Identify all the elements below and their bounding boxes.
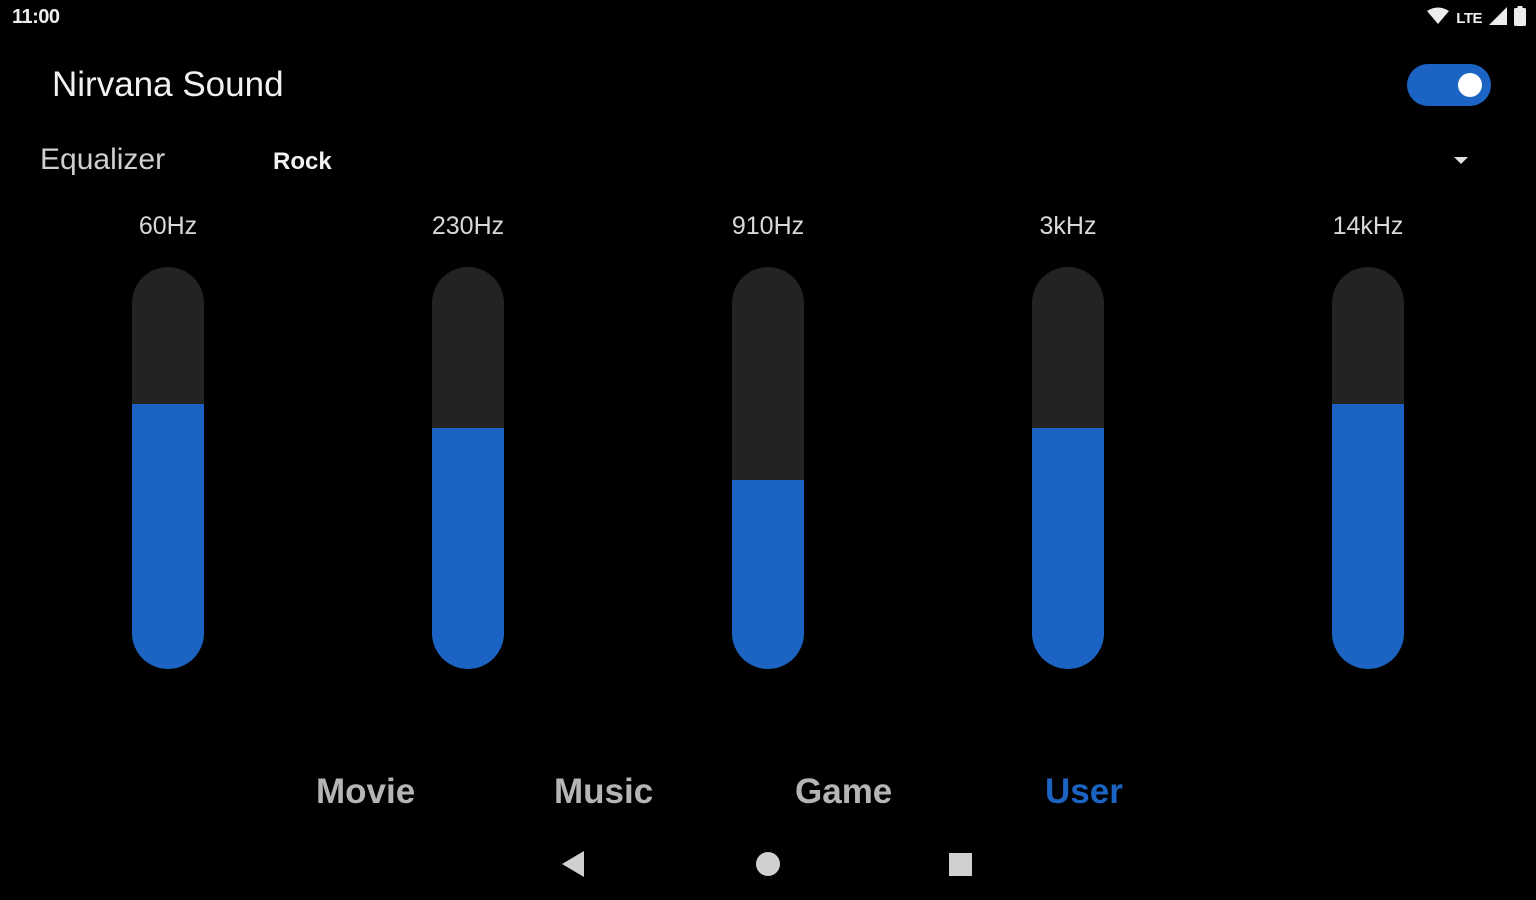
status-bar: 11:00 LTE — [0, 0, 1536, 38]
band-slider[interactable] — [432, 267, 504, 669]
status-icons: LTE — [1427, 5, 1526, 31]
master-switch[interactable] — [1407, 64, 1491, 106]
band-910hz: 910Hz — [688, 210, 848, 680]
band-label: 14kHz — [1332, 212, 1404, 240]
band-level-fill — [1332, 403, 1404, 669]
band-3khz: 3kHz — [988, 210, 1148, 680]
band-60hz: 60Hz — [88, 210, 248, 680]
home-icon[interactable] — [756, 852, 780, 876]
band-slider[interactable] — [132, 267, 204, 669]
band-label: 3kHz — [1039, 212, 1097, 240]
band-level-fill — [732, 480, 804, 669]
status-time: 11:00 — [12, 6, 60, 28]
band-slider[interactable] — [1032, 267, 1104, 669]
navigation-bar — [0, 838, 1536, 900]
tab-game[interactable]: Game — [795, 772, 893, 811]
battery-icon — [1514, 5, 1526, 31]
signal-icon — [1489, 6, 1507, 30]
wifi-icon — [1427, 7, 1450, 30]
band-level-fill — [132, 403, 204, 669]
switch-knob — [1458, 73, 1482, 97]
recents-icon[interactable] — [949, 853, 972, 876]
equalizer-label: Equalizer — [40, 143, 166, 176]
band-230hz: 230Hz — [388, 210, 548, 680]
tab-music[interactable]: Music — [554, 772, 654, 811]
band-label: 910Hz — [731, 212, 805, 240]
back-icon[interactable] — [562, 851, 584, 877]
band-14khz: 14kHz — [1288, 210, 1448, 680]
preset-value: Rock — [273, 148, 332, 175]
app-title: Nirvana Sound — [52, 65, 284, 104]
band-slider[interactable] — [732, 267, 804, 669]
dropdown-arrow-icon — [1454, 157, 1468, 164]
band-level-fill — [432, 427, 504, 669]
network-type: LTE — [1456, 9, 1482, 27]
band-label: 230Hz — [431, 212, 505, 240]
preset-dropdown[interactable]: Rock — [262, 136, 1482, 186]
tab-movie[interactable]: Movie — [316, 772, 416, 811]
band-slider[interactable] — [1332, 267, 1404, 669]
band-level-fill — [1032, 427, 1104, 669]
tab-user[interactable]: User — [1045, 772, 1123, 811]
band-label: 60Hz — [138, 212, 198, 240]
